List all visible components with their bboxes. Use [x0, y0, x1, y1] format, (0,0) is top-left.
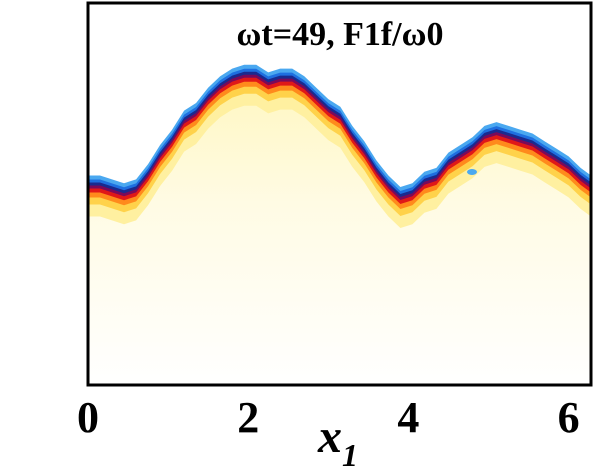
plot-area: [86, 1, 593, 387]
x-tick-label-0: 0: [77, 393, 99, 442]
x-axis-label-subscript: 1: [342, 437, 358, 471]
field-layers: [88, 64, 591, 385]
x-tick-label-4: 4: [397, 393, 419, 442]
chart-title: ωt=49, F1f/ω0: [237, 16, 444, 53]
x-tick-label-2: 2: [237, 393, 259, 442]
plot-frame: [86, 1, 593, 387]
x-axis-label-main: x: [317, 410, 342, 463]
band-fade: [88, 105, 591, 385]
x-tick-label-6: 6: [558, 393, 580, 442]
x-tick-labels: 0 2 4 6: [77, 393, 580, 442]
blue-speck: [467, 169, 477, 175]
x-axis-label: x1: [317, 410, 358, 471]
